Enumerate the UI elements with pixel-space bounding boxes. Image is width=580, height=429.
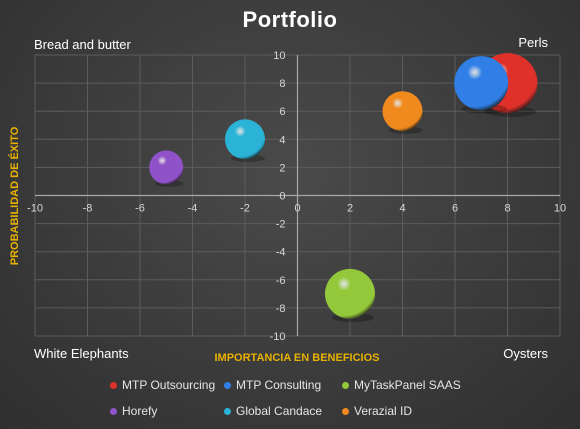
bubble-global-candace bbox=[225, 119, 265, 160]
legend-label: MyTaskPanel SAAS bbox=[354, 378, 461, 392]
legend-item: Horefy bbox=[110, 404, 224, 418]
y-tick-label: 0 bbox=[279, 191, 285, 203]
x-tick-label: 10 bbox=[554, 203, 566, 215]
bubble-mtp-consulting bbox=[454, 56, 509, 111]
legend-item: Global Candace bbox=[224, 404, 342, 418]
legend-swatch bbox=[224, 407, 231, 415]
legend-swatch bbox=[110, 407, 117, 415]
x-axis-label: IMPORTANCIA EN BENEFICIOS bbox=[214, 352, 380, 364]
legend-label: MTP Outsourcing bbox=[122, 378, 216, 392]
legend-label: Verazial ID bbox=[354, 404, 413, 418]
y-tick-label: -10 bbox=[270, 331, 286, 343]
x-tick-label: 4 bbox=[399, 203, 405, 215]
legend-label: MTP Consulting bbox=[236, 378, 322, 392]
x-tick-label: -8 bbox=[83, 203, 93, 215]
quadrant-label-bottom-right: Oysters bbox=[503, 346, 548, 361]
y-tick-labels: 10 8 6 4 2 0 -2 -4 -6 -8 -10 bbox=[270, 50, 286, 343]
y-tick-label: 8 bbox=[279, 78, 285, 90]
legend-swatch bbox=[110, 381, 117, 389]
legend-swatch bbox=[224, 381, 231, 389]
x-tick-label: -2 bbox=[240, 203, 250, 215]
legend-swatch bbox=[342, 407, 349, 415]
bubbles bbox=[149, 53, 538, 323]
y-tick-label: 6 bbox=[279, 106, 285, 118]
x-tick-label: -6 bbox=[135, 203, 145, 215]
y-tick-label: -8 bbox=[276, 303, 286, 315]
legend-label: Global Candace bbox=[236, 404, 323, 418]
axes bbox=[35, 55, 560, 336]
legend-item: MTP Consulting bbox=[224, 378, 342, 392]
x-tick-label: 0 bbox=[294, 203, 300, 215]
x-tick-label: 2 bbox=[347, 203, 353, 215]
y-tick-label: -2 bbox=[276, 219, 286, 231]
chart-title: Portfolio bbox=[242, 7, 338, 32]
y-axis-label: PROBABILIDAD DE ÉXITO bbox=[9, 126, 21, 266]
quadrant-label-bottom-left: White Elephants bbox=[34, 346, 129, 361]
legend-swatch bbox=[342, 381, 349, 389]
y-tick-label: -6 bbox=[276, 275, 286, 287]
bubble-horefy bbox=[149, 150, 184, 185]
bubble-verazial-id bbox=[382, 91, 423, 132]
quadrant-label-top-left: Bread and butter bbox=[34, 37, 131, 52]
legend-item: MTP Outsourcing bbox=[110, 378, 224, 392]
x-tick-label: -10 bbox=[27, 203, 43, 215]
y-tick-label: -4 bbox=[276, 247, 286, 259]
quadrant-label-top-right: Perls bbox=[518, 35, 548, 50]
legend-label: Horefy bbox=[122, 404, 158, 418]
x-tick-labels: -10 -8 -6 -4 -2 0 2 4 6 8 10 bbox=[27, 203, 566, 215]
x-tick-label: -4 bbox=[188, 203, 198, 215]
legend-item: MyTaskPanel SAAS bbox=[342, 378, 482, 392]
y-tick-label: 4 bbox=[279, 134, 285, 146]
x-tick-label: 8 bbox=[504, 203, 510, 215]
y-tick-label: 2 bbox=[279, 162, 285, 174]
bubble-mytaskpanel-saas bbox=[325, 268, 375, 319]
legend: MTP Outsourcing MTP Consulting MyTaskPanel… bbox=[110, 378, 490, 418]
legend-item: Verazial ID bbox=[342, 404, 482, 418]
x-tick-label: 6 bbox=[452, 203, 458, 215]
y-tick-label: 10 bbox=[273, 50, 285, 62]
